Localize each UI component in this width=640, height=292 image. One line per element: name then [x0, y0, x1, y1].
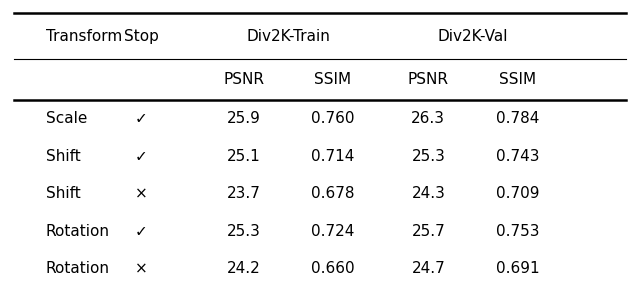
Text: 0.753: 0.753	[496, 224, 540, 239]
Text: Stop: Stop	[124, 29, 159, 44]
Text: Div2K-Val: Div2K-Val	[438, 29, 508, 44]
Text: 24.7: 24.7	[412, 261, 445, 277]
Text: 0.660: 0.660	[311, 261, 355, 277]
Text: Div2K-Train: Div2K-Train	[246, 29, 330, 44]
Text: PSNR: PSNR	[223, 72, 264, 87]
Text: 24.2: 24.2	[227, 261, 260, 277]
Text: Scale: Scale	[46, 111, 88, 126]
Text: SSIM: SSIM	[314, 72, 351, 87]
Text: 25.3: 25.3	[227, 224, 260, 239]
Text: ✓: ✓	[135, 149, 148, 164]
Text: 0.743: 0.743	[496, 149, 540, 164]
Text: 0.709: 0.709	[496, 186, 540, 201]
Text: 0.714: 0.714	[311, 149, 355, 164]
Text: 25.7: 25.7	[412, 224, 445, 239]
Text: Rotation: Rotation	[46, 224, 110, 239]
Text: Shift: Shift	[46, 186, 81, 201]
Text: PSNR: PSNR	[408, 72, 449, 87]
Text: 0.760: 0.760	[311, 111, 355, 126]
Text: Transform: Transform	[46, 29, 122, 44]
Text: ×: ×	[135, 261, 148, 277]
Text: 25.1: 25.1	[227, 149, 260, 164]
Text: 0.678: 0.678	[311, 186, 355, 201]
Text: 0.784: 0.784	[496, 111, 540, 126]
Text: ✓: ✓	[135, 111, 148, 126]
Text: 25.3: 25.3	[412, 149, 445, 164]
Text: 0.691: 0.691	[496, 261, 540, 277]
Text: SSIM: SSIM	[499, 72, 536, 87]
Text: 23.7: 23.7	[227, 186, 260, 201]
Text: 26.3: 26.3	[412, 111, 445, 126]
Text: Rotation: Rotation	[46, 261, 110, 277]
Text: ×: ×	[135, 186, 148, 201]
Text: 25.9: 25.9	[227, 111, 260, 126]
Text: ✓: ✓	[135, 224, 148, 239]
Text: 24.3: 24.3	[412, 186, 445, 201]
Text: Shift: Shift	[46, 149, 81, 164]
Text: 0.724: 0.724	[311, 224, 355, 239]
